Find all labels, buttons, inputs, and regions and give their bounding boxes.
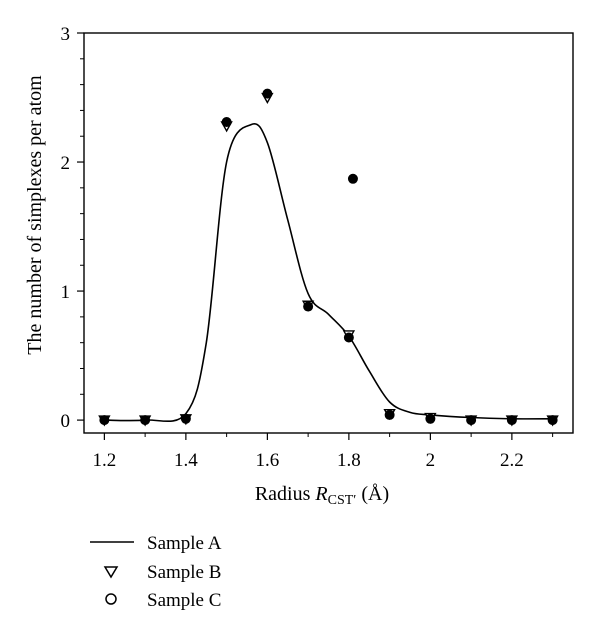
legend-label-sample-b: Sample B — [147, 562, 221, 583]
legend-circle-icon — [105, 593, 117, 605]
point-sample-c — [347, 173, 358, 184]
y-axis-label: The number of simplexes per atom — [24, 75, 46, 355]
y-tick-label: 1 — [61, 282, 71, 303]
legend-label-sample-a: Sample A — [147, 533, 222, 554]
point-sample-c — [99, 415, 110, 426]
series-line-sample-a — [104, 123, 553, 423]
axis-ticks: 1.2 1.4 1.6 1.8 2 2.2 0 1 2 3 — [61, 24, 554, 471]
plot-area — [83, 32, 574, 434]
series-layer — [98, 88, 559, 427]
x-tick-label: 1.2 — [93, 450, 117, 471]
point-sample-c — [221, 117, 232, 128]
point-sample-c — [384, 409, 395, 420]
y-tick-label: 3 — [61, 24, 71, 45]
legend: Sample A Sample B Sample C — [90, 533, 222, 611]
point-sample-c — [262, 88, 273, 99]
plot-frame — [83, 32, 574, 434]
y-tick-label: 2 — [61, 153, 71, 174]
x-tick-label: 2.2 — [500, 450, 524, 471]
x-tick-label: 1.8 — [337, 450, 361, 471]
point-sample-c — [466, 415, 477, 426]
point-sample-c — [506, 415, 517, 426]
x-tick-label: 1.6 — [256, 450, 280, 471]
legend-label-sample-c: Sample C — [147, 590, 221, 611]
point-sample-c — [303, 301, 314, 312]
y-tick-label: 0 — [61, 411, 71, 432]
x-tick-label: 2 — [426, 450, 436, 471]
x-tick-label: 1.4 — [174, 450, 198, 471]
point-sample-c — [343, 332, 354, 343]
point-sample-c — [140, 415, 151, 426]
point-sample-c — [180, 413, 191, 424]
x-axis-label: Radius RCST′ (Å) — [255, 483, 389, 508]
point-sample-c — [425, 413, 436, 424]
point-sample-c — [547, 415, 558, 426]
legend-triangle-icon — [103, 566, 119, 579]
